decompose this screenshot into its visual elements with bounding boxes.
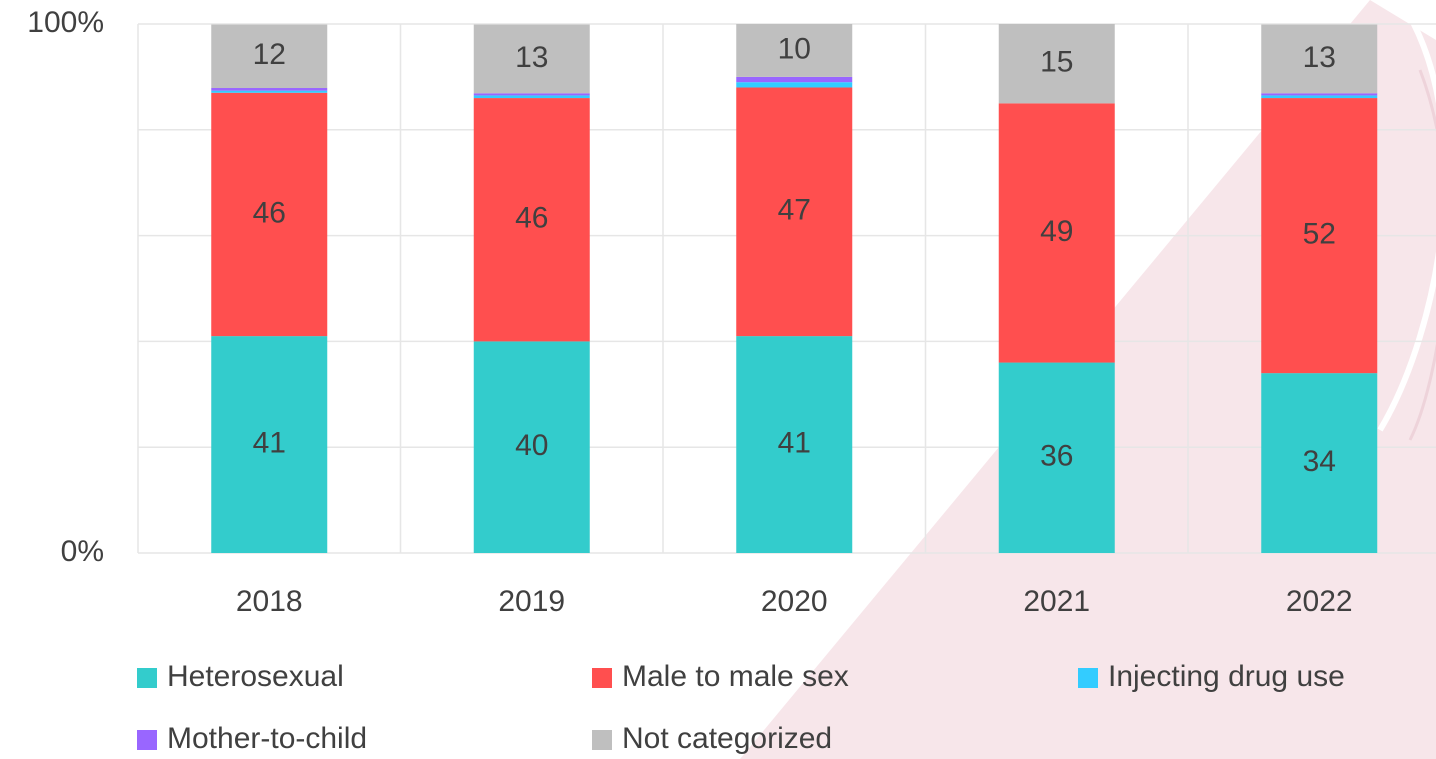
legend-label: Mother-to-child: [167, 722, 367, 755]
data-label: 10: [778, 32, 811, 65]
legend-label: Not categorized: [622, 722, 832, 755]
bar-segment: [1261, 93, 1378, 96]
x-tick-label: 2019: [498, 585, 565, 618]
plot-area: 0% 100% 2018 41 46 12 2019 40 46 13 2020 41 47 10 2021…: [27, 6, 1436, 755]
data-label: 15: [1040, 46, 1073, 79]
legend-swatch: [1078, 668, 1098, 688]
bar-segment: [736, 82, 853, 88]
bar-segment: [736, 336, 853, 553]
x-tick-label: 2022: [1286, 585, 1353, 618]
data-label: 52: [1303, 218, 1336, 251]
data-label: 46: [515, 202, 548, 235]
bar-segment: [211, 92, 328, 337]
y-tick-label: 0%: [61, 535, 104, 568]
bar-segment: [1261, 24, 1378, 94]
bar-segment: [473, 98, 590, 342]
data-label: 40: [515, 429, 548, 462]
bar-segment: [998, 362, 1115, 553]
bar-segment: [473, 95, 590, 99]
decor-arc: [1377, 0, 1436, 432]
legend-label: Injecting drug use: [1108, 660, 1345, 693]
data-label: 13: [1303, 41, 1336, 74]
bar-segment: [473, 24, 590, 94]
bar-segment: [1261, 373, 1378, 553]
legend-label: Male to male sex: [622, 660, 849, 693]
legend-swatch: [137, 730, 157, 750]
bar-segment: [998, 103, 1115, 363]
y-tick-label: 100%: [27, 6, 104, 39]
data-label: 41: [778, 426, 811, 459]
data-label: 12: [253, 38, 286, 71]
bar-segment: [736, 24, 853, 77]
bar-segment: [473, 341, 590, 553]
x-tick-label: 2021: [1023, 585, 1090, 618]
x-tick-label: 2018: [236, 585, 303, 618]
data-label: 13: [515, 41, 548, 74]
legend-label: Heterosexual: [167, 660, 344, 693]
bar-segment: [211, 90, 328, 93]
bar-segment: [211, 88, 328, 91]
bar-segment: [211, 24, 328, 89]
legend-swatch: [137, 668, 157, 688]
bar-segment: [211, 336, 328, 553]
bar-segment: [736, 87, 853, 337]
bar-segment: [998, 24, 1115, 104]
bar-segment: [473, 93, 590, 96]
data-label: 34: [1303, 445, 1336, 478]
data-label: 49: [1040, 215, 1073, 248]
x-tick-label: 2020: [761, 585, 828, 618]
data-label: 36: [1040, 440, 1073, 473]
bar-segment: [1261, 95, 1378, 99]
bar-segment: [1261, 98, 1378, 374]
data-label: 46: [253, 196, 286, 229]
data-label: 41: [253, 426, 286, 459]
legend-swatch: [592, 668, 612, 688]
bar-segment: [736, 76, 853, 83]
legend-swatch: [592, 730, 612, 750]
data-label: 47: [778, 194, 811, 227]
